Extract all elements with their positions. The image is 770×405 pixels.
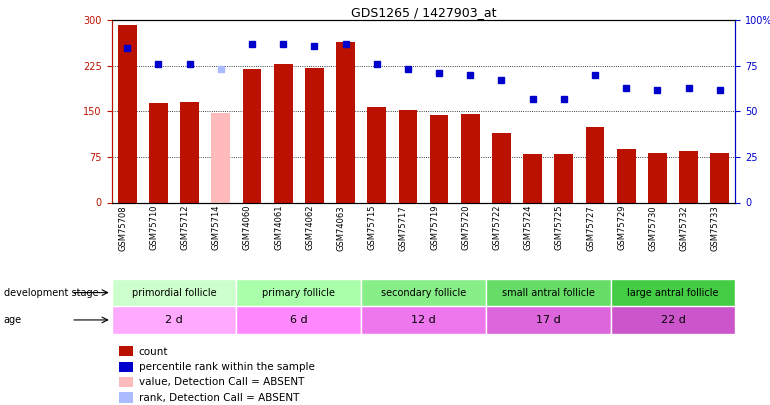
Bar bbox=[236, 279, 361, 306]
Text: GSM74060: GSM74060 bbox=[243, 205, 252, 250]
Bar bbox=[461, 114, 480, 202]
Bar bbox=[617, 149, 635, 202]
Text: GSM75720: GSM75720 bbox=[461, 205, 470, 250]
Text: 12 d: 12 d bbox=[411, 315, 436, 325]
Text: 17 d: 17 d bbox=[536, 315, 561, 325]
Text: 2 d: 2 d bbox=[165, 315, 183, 325]
Text: GSM75729: GSM75729 bbox=[618, 205, 626, 250]
Text: GSM75715: GSM75715 bbox=[368, 205, 377, 250]
Text: GSM75724: GSM75724 bbox=[524, 205, 533, 250]
Bar bbox=[430, 115, 448, 202]
Bar bbox=[586, 126, 604, 202]
Text: count: count bbox=[139, 347, 168, 356]
Text: GSM75730: GSM75730 bbox=[648, 205, 658, 251]
Text: 6 d: 6 d bbox=[290, 315, 307, 325]
Text: GSM75727: GSM75727 bbox=[586, 205, 595, 251]
Text: small antral follicle: small antral follicle bbox=[502, 288, 594, 298]
Text: GSM75722: GSM75722 bbox=[493, 205, 501, 250]
Bar bbox=[212, 113, 230, 202]
Bar bbox=[118, 24, 136, 202]
Text: age: age bbox=[4, 315, 22, 325]
Title: GDS1265 / 1427903_at: GDS1265 / 1427903_at bbox=[351, 6, 496, 19]
Text: 22 d: 22 d bbox=[661, 315, 685, 325]
Bar bbox=[361, 306, 486, 334]
Bar bbox=[336, 42, 355, 202]
Bar bbox=[492, 133, 511, 202]
Bar bbox=[554, 154, 573, 202]
Text: GSM75714: GSM75714 bbox=[212, 205, 221, 250]
Text: GSM75717: GSM75717 bbox=[399, 205, 408, 251]
Text: GSM75732: GSM75732 bbox=[680, 205, 688, 251]
Bar bbox=[711, 153, 729, 202]
Bar bbox=[274, 64, 293, 202]
Bar bbox=[399, 110, 417, 202]
Text: secondary follicle: secondary follicle bbox=[381, 288, 466, 298]
Bar bbox=[180, 102, 199, 202]
Bar bbox=[236, 306, 361, 334]
Bar bbox=[611, 279, 735, 306]
Bar bbox=[305, 68, 323, 202]
Bar bbox=[112, 279, 236, 306]
Bar bbox=[149, 103, 168, 202]
Text: GSM74063: GSM74063 bbox=[336, 205, 346, 251]
Bar bbox=[243, 69, 261, 202]
Text: GSM75712: GSM75712 bbox=[181, 205, 189, 250]
Text: GSM75719: GSM75719 bbox=[430, 205, 439, 250]
Text: value, Detection Call = ABSENT: value, Detection Call = ABSENT bbox=[139, 377, 304, 387]
Text: primary follicle: primary follicle bbox=[263, 288, 335, 298]
Text: GSM75708: GSM75708 bbox=[119, 205, 127, 251]
Bar bbox=[486, 306, 611, 334]
Bar bbox=[367, 107, 386, 202]
Bar bbox=[524, 154, 542, 202]
Text: GSM74061: GSM74061 bbox=[274, 205, 283, 250]
Text: primordial follicle: primordial follicle bbox=[132, 288, 216, 298]
Bar bbox=[648, 153, 667, 202]
Text: large antral follicle: large antral follicle bbox=[628, 288, 718, 298]
Text: GSM75710: GSM75710 bbox=[149, 205, 159, 250]
Bar bbox=[486, 279, 611, 306]
Bar bbox=[611, 306, 735, 334]
Text: percentile rank within the sample: percentile rank within the sample bbox=[139, 362, 314, 372]
Text: development stage: development stage bbox=[4, 288, 99, 298]
Text: GSM74062: GSM74062 bbox=[306, 205, 314, 250]
Text: GSM75733: GSM75733 bbox=[711, 205, 720, 251]
Text: GSM75725: GSM75725 bbox=[555, 205, 564, 250]
Bar bbox=[361, 279, 486, 306]
Bar bbox=[112, 306, 236, 334]
Bar bbox=[679, 151, 698, 202]
Text: rank, Detection Call = ABSENT: rank, Detection Call = ABSENT bbox=[139, 393, 299, 403]
